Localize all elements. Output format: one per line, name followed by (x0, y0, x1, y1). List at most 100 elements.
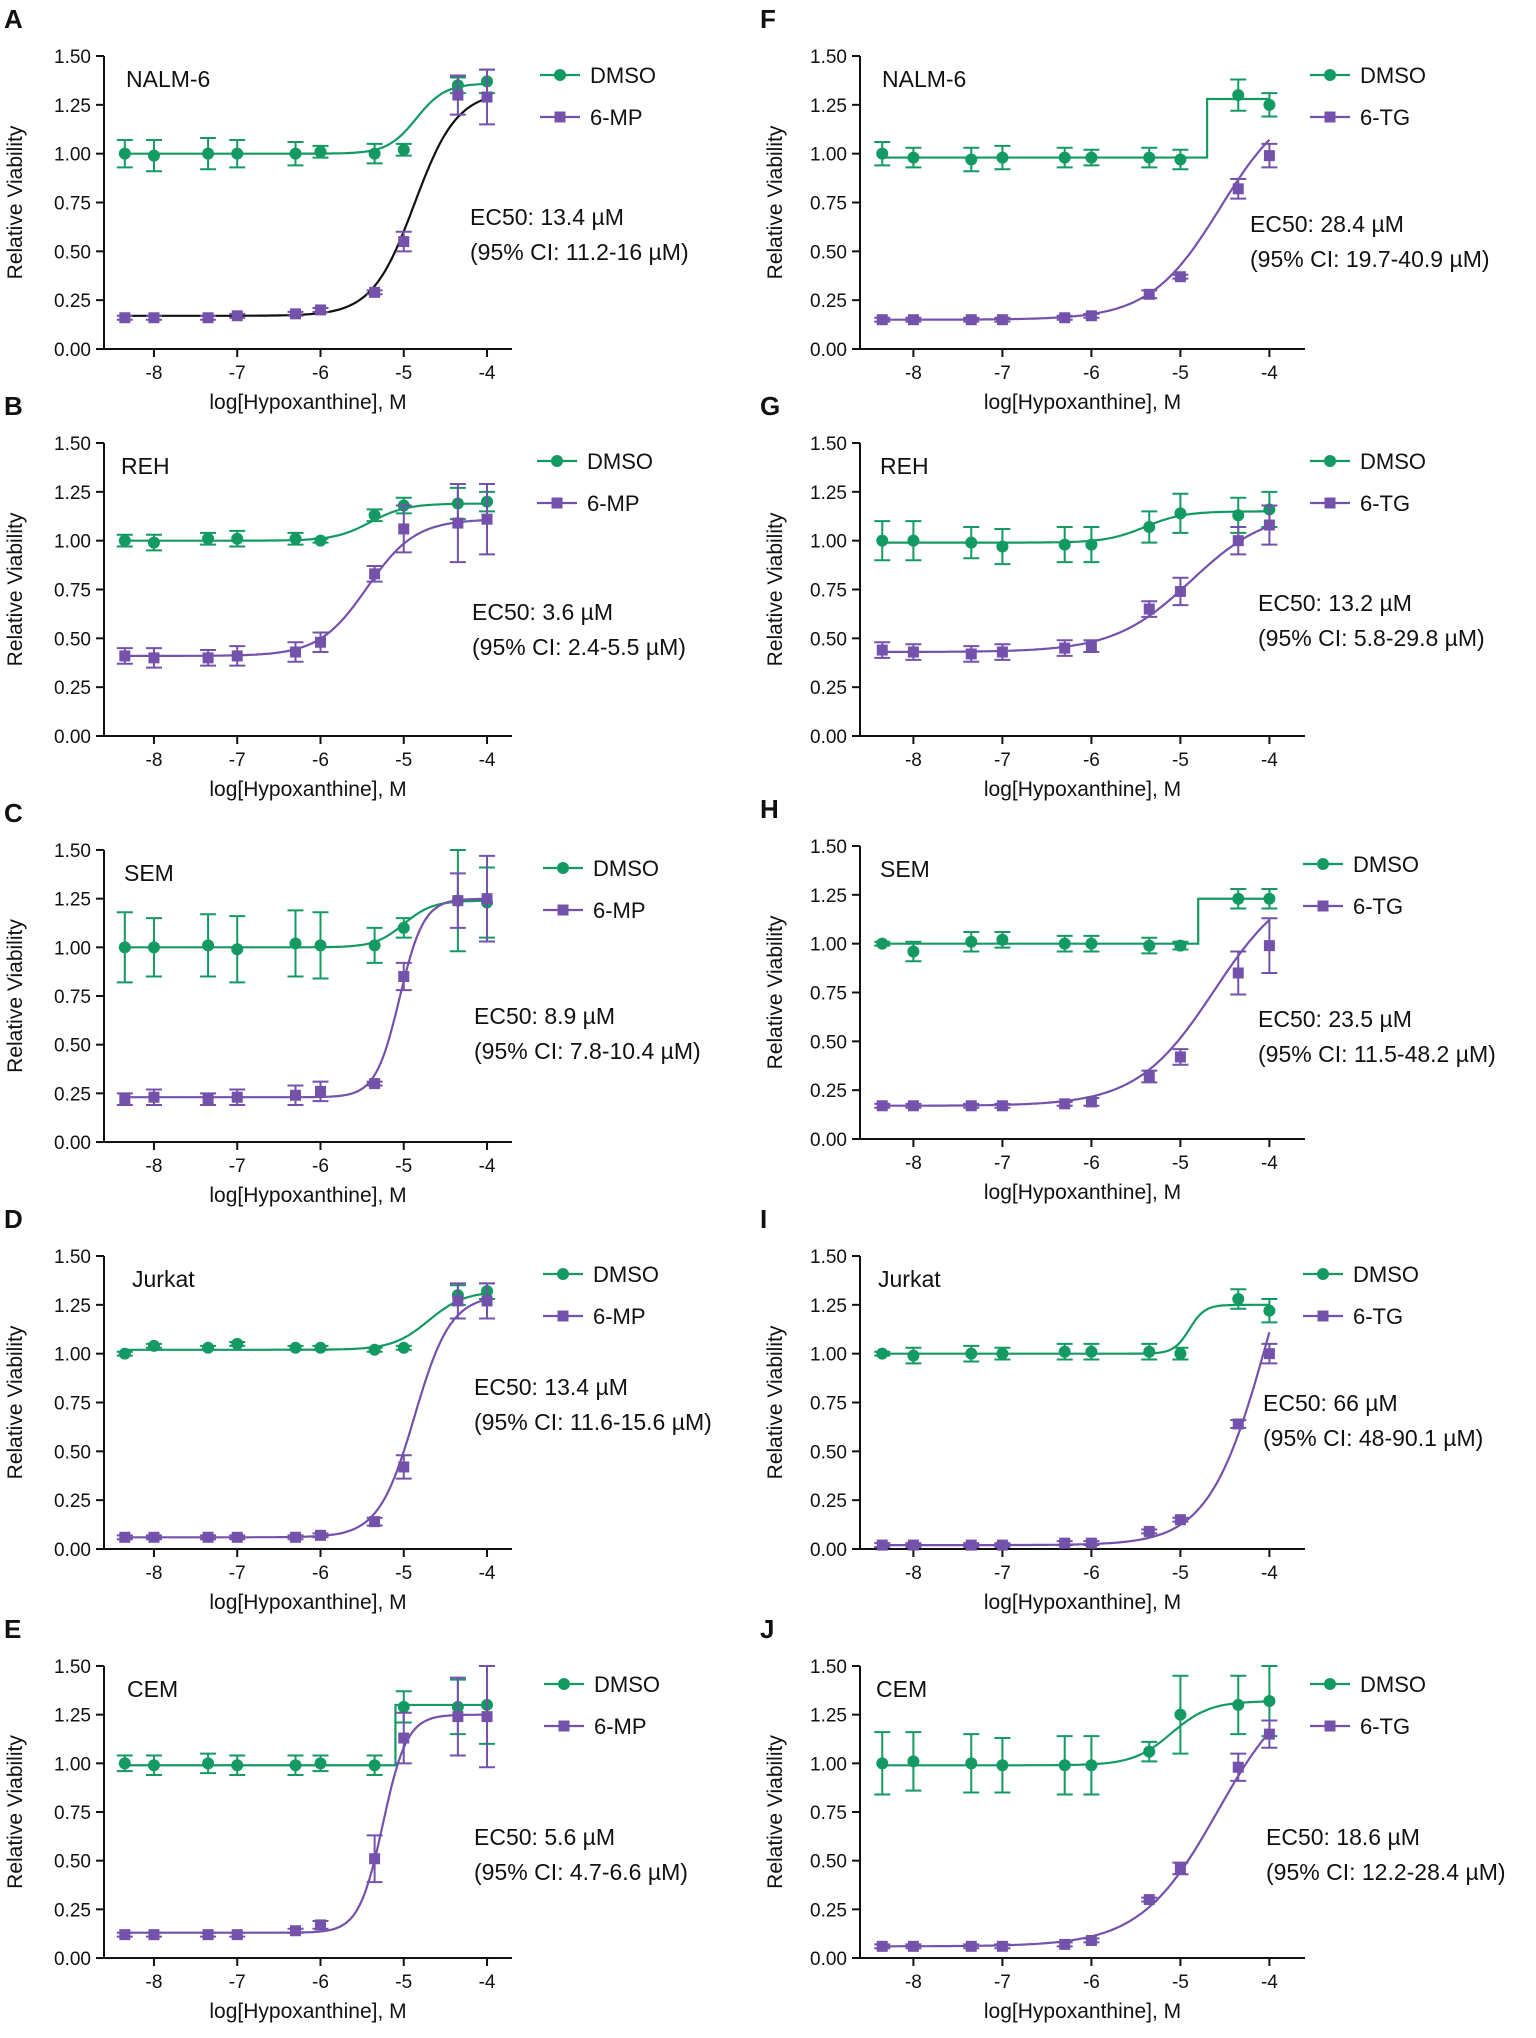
legend-marker-drug (554, 111, 566, 123)
fit-curve-drug (124, 1713, 487, 1934)
x-tick-label: -8 (905, 1972, 922, 1993)
y-axis-title: Relative Viability (764, 512, 787, 666)
y-tick-label: 0.75 (810, 984, 847, 1005)
y-tick-label: 0.75 (810, 1394, 847, 1415)
data-point-drug (398, 1732, 410, 1744)
ci-label: (95% CI: 11.2-16 µM) (470, 239, 689, 265)
data-point-drug (119, 312, 131, 324)
y-tick-label: 1.00 (54, 145, 91, 166)
y-axis-title: Relative Viability (764, 125, 787, 279)
y-tick-label: 1.25 (54, 890, 91, 911)
data-point-control (118, 1757, 131, 1770)
y-tick-label: 1.00 (54, 1345, 91, 1366)
fit-curve-control (882, 510, 1270, 544)
y-tick-label: 1.25 (810, 483, 847, 504)
fit-curve-control (124, 1292, 488, 1351)
x-tick-label: -4 (1261, 1563, 1278, 1584)
cell-line-label: REH (880, 453, 929, 479)
data-point-control (368, 509, 381, 522)
data-point-control (1263, 892, 1276, 905)
y-axis-title: Relative Viability (764, 1735, 787, 1889)
y-axis-title: Relative Viability (764, 1325, 787, 1479)
x-tick-label: -6 (1083, 750, 1100, 771)
data-point-drug (1232, 183, 1244, 195)
data-point-drug (231, 1531, 243, 1543)
data-point-control (397, 921, 410, 934)
data-point-drug (452, 1295, 464, 1307)
legend-label-control: DMSO (1353, 852, 1419, 877)
cell-line-label: CEM (127, 1676, 178, 1702)
legend-marker-control (558, 1678, 570, 1690)
ec50-label: EC50: 8.9 µM (474, 1003, 615, 1029)
x-axis-title: log[Hypoxanthine], M (209, 391, 406, 414)
x-tick-label: -5 (395, 1972, 412, 1993)
data-point-control (397, 143, 410, 156)
data-point-control (289, 937, 302, 950)
cell-line-label: NALM-6 (882, 66, 966, 92)
y-tick-label: 0.75 (810, 194, 847, 215)
x-tick-label: -6 (312, 1156, 329, 1177)
y-tick-label: 1.50 (54, 841, 91, 862)
data-point-drug (369, 1516, 381, 1528)
y-tick-label: 1.50 (810, 434, 847, 455)
fit-curve-drug (882, 524, 1270, 654)
data-point-drug (996, 314, 1008, 326)
ec50-label: EC50: 28.4 µM (1250, 211, 1404, 237)
y-tick-label: 1.00 (810, 145, 847, 166)
data-point-drug (907, 1940, 919, 1952)
cell-line-label: Jurkat (132, 1266, 195, 1292)
x-tick-label: -7 (994, 1972, 1011, 1993)
data-point-drug (1085, 310, 1097, 322)
data-point-control (314, 1757, 327, 1770)
data-point-drug (1232, 1418, 1244, 1430)
data-point-drug (1263, 519, 1275, 531)
data-point-drug (202, 1093, 214, 1105)
y-tick-label: 0.00 (810, 1130, 847, 1151)
ci-label: (95% CI: 11.6-15.6 µM) (474, 1409, 712, 1435)
data-point-control (368, 1759, 381, 1772)
cell-line-label: NALM-6 (126, 66, 210, 92)
data-point-control (289, 1341, 302, 1354)
x-tick-label: -4 (1261, 750, 1278, 771)
legend-marker-drug (1317, 900, 1329, 912)
legend-marker-drug (557, 1310, 569, 1322)
x-tick-label: -4 (1261, 363, 1278, 384)
data-point-control (1085, 1759, 1098, 1772)
data-point-drug (876, 1940, 888, 1952)
data-point-control (1085, 1345, 1098, 1358)
data-point-drug (148, 1929, 160, 1941)
legend-marker-control (554, 69, 566, 81)
y-tick-label: 0.25 (54, 1084, 91, 1105)
chart-panel-G: G 0.00 0.25 0.50 0.75 1.00 1.25 1.50 -8 -7 -6 -5 -4 l… (760, 391, 1485, 801)
y-tick-label: 1.25 (54, 1706, 91, 1727)
legend-marker-control (557, 1268, 569, 1280)
legend-label-control: DMSO (1360, 1672, 1426, 1697)
data-point-drug (1174, 1862, 1186, 1874)
data-point-control (907, 151, 920, 164)
panel-letter: C (4, 798, 23, 828)
panel-letter: A (4, 4, 23, 34)
data-point-drug (452, 517, 464, 529)
data-point-drug (314, 636, 326, 648)
data-point-drug (314, 1919, 326, 1931)
chart-panel-C: C 0.00 0.25 0.50 0.75 1.00 1.25 1.50 -8 -7 -6 -5 -4 l… (4, 798, 701, 1207)
data-point-drug (202, 312, 214, 324)
data-point-control (1174, 1708, 1187, 1721)
x-tick-label: -8 (905, 1563, 922, 1584)
x-tick-label: -6 (1083, 1563, 1100, 1584)
x-tick-label: -5 (1172, 1972, 1189, 1993)
data-point-control (907, 1755, 920, 1768)
data-point-control (876, 937, 889, 950)
y-axis-title: Relative Viability (4, 919, 27, 1073)
data-point-control (1232, 1292, 1245, 1305)
legend-label-control: DMSO (593, 1262, 659, 1287)
data-point-control (996, 540, 1009, 553)
data-point-drug (907, 1100, 919, 1112)
data-point-drug (1059, 1938, 1071, 1950)
data-point-control (314, 939, 327, 952)
y-tick-label: 1.25 (810, 886, 847, 907)
panel-letter: E (4, 1614, 21, 1644)
data-point-drug (876, 1539, 888, 1551)
x-tick-label: -5 (1172, 1563, 1189, 1584)
chart-panel-A: A 0.00 0.25 0.50 0.75 1.00 1.25 1.50 -8 -7 -6 -5 -4 l… (4, 4, 689, 414)
